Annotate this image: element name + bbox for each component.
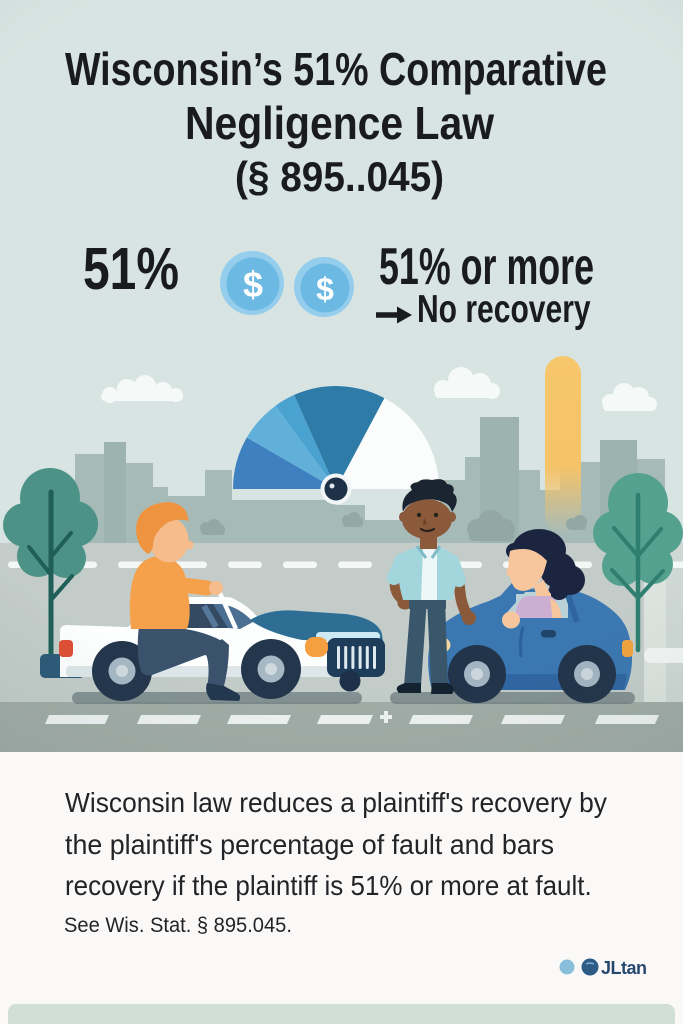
svg-text:$: $: [316, 271, 334, 307]
svg-text:JLtan: JLtan: [601, 958, 647, 978]
svg-text:$: $: [243, 264, 263, 305]
